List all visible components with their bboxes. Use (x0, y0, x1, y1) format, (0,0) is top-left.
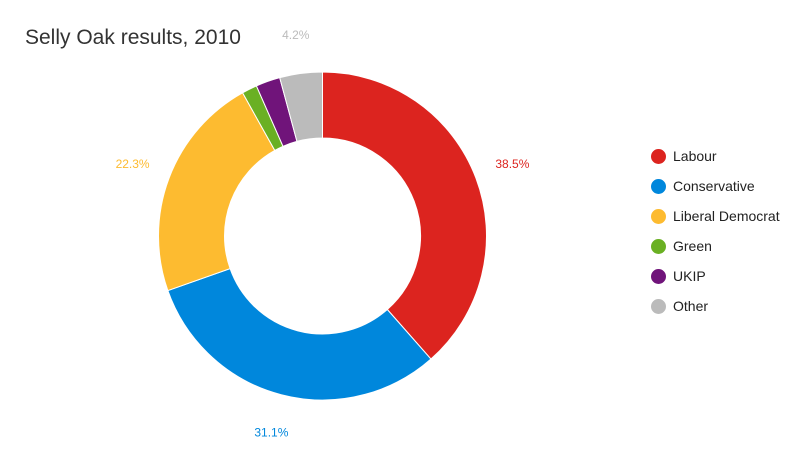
legend-swatch (651, 268, 666, 284)
legend-item-conservative[interactable]: Conservative (651, 171, 780, 201)
legend-swatch (651, 178, 666, 194)
slice-liberal-democrat[interactable] (158, 92, 276, 292)
legend-label: Liberal Democrat (673, 208, 780, 224)
data-label-other: 4.2% (282, 28, 310, 42)
legend-swatch (651, 148, 666, 164)
legend-item-liberal-democrat[interactable]: Liberal Democrat (651, 201, 780, 231)
legend-label: Conservative (673, 178, 755, 194)
chart-title: Selly Oak results, 2010 (25, 26, 241, 49)
legend-item-green[interactable]: Green (651, 231, 780, 261)
slice-conservative[interactable] (167, 267, 432, 401)
legend-label: Other (673, 298, 709, 314)
legend-label: Labour (673, 148, 717, 164)
slice-other[interactable] (279, 71, 323, 143)
legend-swatch (651, 208, 666, 224)
data-label-conservative: 31.1% (254, 425, 288, 439)
data-label-liberal-democrat: 22.3% (116, 157, 150, 171)
legend-item-other[interactable]: Other (651, 291, 780, 321)
legend-swatch (651, 298, 666, 314)
legend-swatch (651, 238, 666, 254)
legend-item-labour[interactable]: Labour (651, 141, 780, 171)
chart-legend: Labour Conservative Liberal Democrat Green U… (651, 141, 780, 321)
data-label-labour: 38.5% (495, 157, 529, 171)
slice-labour[interactable] (322, 71, 487, 360)
legend-item-ukip[interactable]: UKIP (651, 261, 780, 291)
legend-label: UKIP (673, 268, 706, 284)
legend-label: Green (673, 238, 712, 254)
